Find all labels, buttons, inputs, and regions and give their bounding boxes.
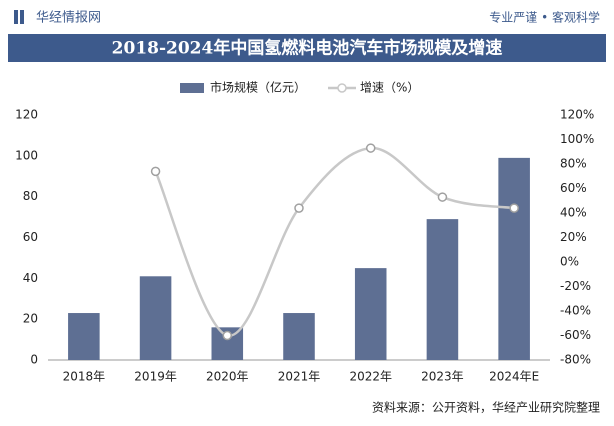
x-tick-label: 2021年 — [278, 370, 321, 384]
y2-tick-label: 120% — [560, 108, 594, 122]
y-tick-label: 80 — [23, 189, 38, 203]
y2-tick-label: -80% — [560, 353, 591, 367]
bar — [498, 157, 530, 360]
y2-tick-label: -20% — [560, 279, 591, 293]
slogan: 专业严谨 • 客观科学 — [489, 10, 600, 25]
x-tick-label: 2023年 — [421, 370, 464, 384]
logo — [14, 10, 18, 24]
bar — [68, 313, 100, 360]
legend-swatch — [337, 83, 347, 93]
y2-tick-label: -40% — [560, 304, 591, 318]
y-tick-label: 40 — [23, 271, 38, 285]
chart-title: 2018-2024年中国氢燃料电池汽车市场规模及增速 — [112, 38, 503, 59]
y-tick-label: 100 — [15, 148, 38, 162]
growth-marker — [437, 192, 448, 202]
y2-tick-label: -60% — [560, 328, 591, 342]
x-tick-label: 2018年 — [63, 370, 106, 384]
x-tick-label: 2022年 — [349, 370, 392, 384]
brand: 华经情报网 — [36, 11, 101, 26]
bar — [139, 276, 172, 360]
y-tick-label: 120 — [15, 108, 38, 122]
x-tick-label: 2024年E — [489, 370, 539, 384]
growth-marker — [222, 330, 233, 341]
growth-marker — [150, 166, 161, 177]
y2-tick-label: 60% — [560, 181, 587, 195]
legend-swatch — [180, 83, 204, 93]
growth-marker — [365, 143, 376, 153]
legend-label: 增速（%） — [360, 81, 419, 95]
logo — [20, 10, 24, 24]
x-tick-label: 2020年 — [206, 370, 249, 384]
x-tick-label: 2019年 — [134, 370, 177, 384]
y2-tick-label: 100% — [560, 132, 594, 146]
growth-marker — [509, 203, 519, 213]
growth-marker — [294, 203, 304, 213]
source: 资料来源：公开资料，华经产业研究院整理 — [372, 400, 600, 415]
y-tick-label: 0 — [30, 353, 38, 367]
bar — [283, 313, 315, 360]
y2-tick-label: 0% — [560, 255, 579, 269]
y-tick-label: 20 — [23, 312, 38, 326]
y2-tick-label: 80% — [560, 157, 587, 171]
title-band — [8, 34, 606, 62]
bar — [426, 219, 459, 360]
y2-tick-label: 20% — [560, 230, 587, 244]
legend-label: 市场规模（亿元） — [210, 80, 306, 95]
bar — [354, 268, 387, 360]
y-tick-label: 60 — [23, 230, 38, 244]
y2-tick-label: 40% — [560, 206, 587, 220]
